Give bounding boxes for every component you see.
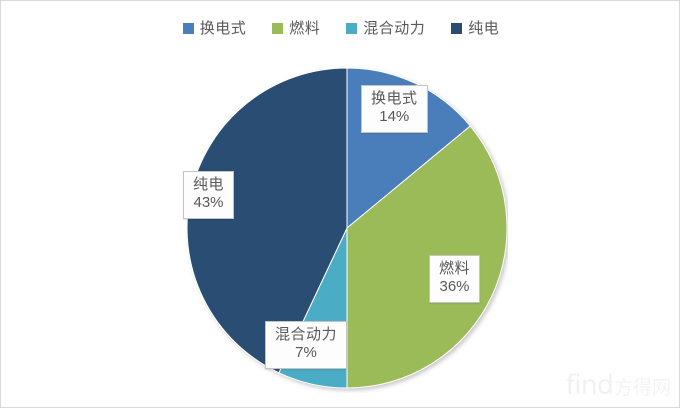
data-label-huandianshi: 换电式 14% <box>361 85 428 133</box>
legend-item-chundian[interactable]: 纯电 <box>451 21 499 36</box>
data-label-name: 纯电 <box>193 176 225 193</box>
legend-swatch-huandianshi <box>182 22 194 34</box>
watermark-cjk: 方得网 <box>613 378 671 399</box>
data-label-name: 换电式 <box>371 90 418 107</box>
legend-label-hunhedongli: 混合动力 <box>363 19 426 37</box>
data-label-value: 7% <box>295 344 317 362</box>
pie-slice[interactable] <box>346 125 508 389</box>
legend-item-hunhedongli[interactable]: 混合动力 <box>346 21 425 36</box>
legend-item-ranliao[interactable]: 燃料 <box>272 21 320 36</box>
legend-swatch-chundian <box>451 22 463 34</box>
data-label-value: 43% <box>193 194 224 212</box>
data-label-value: 36% <box>439 278 470 296</box>
data-label-name: 燃料 <box>439 260 471 277</box>
data-label-hunhedongli: 混合动力 7% <box>265 321 348 369</box>
data-label-name: 混合动力 <box>275 326 338 343</box>
watermark-latin: find <box>565 370 614 401</box>
data-label-value: 14% <box>379 108 410 126</box>
data-label-ranliao: 燃料 36% <box>429 255 481 303</box>
legend-item-huandianshi[interactable]: 换电式 <box>182 19 247 37</box>
legend-label-chundian: 纯电 <box>468 19 500 37</box>
legend-label-huandianshi: 换电式 <box>199 19 247 37</box>
watermark: find 方得网 <box>566 370 671 401</box>
chart-legend: 换电式 燃料 混合动力 纯电 <box>1 15 679 41</box>
legend-swatch-ranliao <box>272 22 284 34</box>
legend-swatch-hunhedongli <box>346 22 358 34</box>
legend-label-ranliao: 燃料 <box>289 19 321 37</box>
data-label-chundian: 纯电 43% <box>183 171 235 219</box>
